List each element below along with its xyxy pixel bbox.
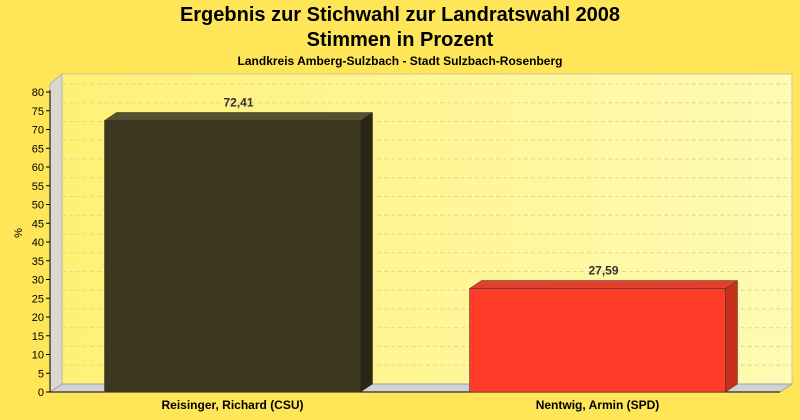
y-tick-label: 25 bbox=[32, 293, 44, 305]
y-tick-label: 40 bbox=[32, 237, 44, 249]
bar-top bbox=[468, 280, 739, 289]
y-tick-label: 20 bbox=[32, 312, 44, 324]
y-tick-label: 45 bbox=[32, 218, 44, 230]
y-tick-label: 70 bbox=[32, 125, 44, 137]
y-tick-label: 5 bbox=[38, 368, 44, 380]
y-tick-label: 80 bbox=[32, 87, 44, 99]
bar-side bbox=[360, 111, 373, 393]
x-category-label: Nentwig, Armin (SPD) bbox=[536, 398, 660, 412]
y-tick-label: 55 bbox=[32, 181, 44, 193]
x-category-label: Reisinger, Richard (CSU) bbox=[161, 398, 303, 412]
y-tick-label: 75 bbox=[32, 106, 44, 118]
bar bbox=[104, 120, 361, 393]
chart-title: Ergebnis zur Stichwahl zur Landratswahl … bbox=[179, 4, 621, 26]
plot-left-wall bbox=[49, 72, 63, 393]
y-tick-label: 30 bbox=[32, 275, 44, 287]
data-label: 27,59 bbox=[588, 264, 618, 278]
y-axis-label: % bbox=[13, 228, 25, 238]
y-tick-label: 60 bbox=[32, 162, 44, 174]
y-tick-label: 0 bbox=[38, 387, 44, 399]
data-label: 72,41 bbox=[223, 95, 253, 109]
bar-top bbox=[103, 112, 374, 121]
y-tick-label: 35 bbox=[32, 256, 44, 268]
bar-side bbox=[725, 280, 738, 393]
y-tick-label: 65 bbox=[32, 143, 44, 155]
bar bbox=[469, 288, 726, 393]
y-tick-label: 50 bbox=[32, 200, 44, 212]
chart-title-line2: Stimmen in Prozent bbox=[306, 29, 494, 51]
y-tick-label: 15 bbox=[32, 331, 44, 343]
chart-subtitle: Landkreis Amberg-Sulzbach - Stadt Sulzba… bbox=[237, 54, 563, 68]
y-tick-label: 10 bbox=[32, 350, 44, 362]
